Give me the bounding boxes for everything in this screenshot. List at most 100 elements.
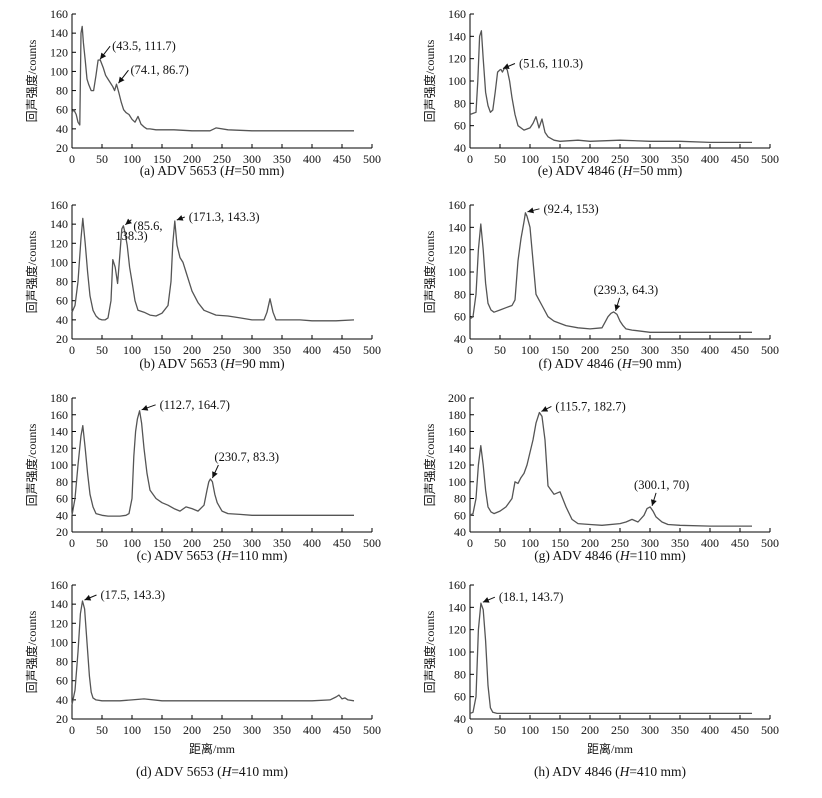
panel-b-y-tick-label: 120 — [50, 236, 68, 250]
panel-c-y-tick-label: 160 — [50, 408, 68, 422]
panel-a-annotation-label: (74.1, 86.7) — [130, 63, 188, 77]
panel-c-caption: (c) ADV 5653 (H=110 mm) — [137, 548, 288, 563]
panel-g-y-tick-label: 160 — [448, 425, 466, 439]
panel-e-x-tick-label: 400 — [701, 152, 719, 166]
panel-a-y-tick-label: 80 — [56, 84, 68, 98]
panel-a-x-tick-label: 450 — [333, 152, 351, 166]
panel-h-x-tick-label: 350 — [671, 723, 689, 737]
panel-h-y-tick-label: 60 — [454, 690, 466, 704]
panel-a-x-tick-label: 100 — [123, 152, 141, 166]
panel-d-annotation-arrowhead — [84, 594, 92, 601]
panel-d-y-tick-label: 20 — [56, 712, 68, 726]
panel-c-y-tick-label: 80 — [56, 475, 68, 489]
panel-c-caption-var: H — [220, 548, 232, 563]
panel-a-annotation-arrowhead — [118, 76, 125, 84]
panel-d-x-axis-label: 距离/mm — [189, 741, 236, 756]
panel-d-y-tick-label: 120 — [50, 616, 68, 630]
panel-h-caption-prefix: (h) ADV 4846 ( — [534, 764, 620, 779]
panel-d-y-tick-label: 40 — [56, 693, 68, 707]
panel-d-y-tick-label: 60 — [56, 674, 68, 688]
panel-a-x-tick-label: 350 — [273, 152, 291, 166]
panel-h-y-tick-label: 160 — [448, 578, 466, 592]
panel-h-x-tick-label: 300 — [641, 723, 659, 737]
panel-e-y-tick-label: 40 — [454, 141, 466, 155]
panel-g-x-tick-label: 200 — [581, 536, 599, 550]
panel-b-x-tick-label: 250 — [213, 343, 231, 357]
panel-a-x-tick-label: 150 — [153, 152, 171, 166]
panel-f-x-tick-label: 300 — [641, 343, 659, 357]
panel-a-y-tick-label: 60 — [56, 103, 68, 117]
panel-a-y-tick-label: 140 — [50, 26, 68, 40]
panel-f-annotation-arrowhead — [614, 304, 621, 311]
panel-f-y-tick-label: 80 — [454, 287, 466, 301]
panel-e-x-tick-label: 450 — [731, 152, 749, 166]
panel-d-y-tick-label: 100 — [50, 635, 68, 649]
panel-g-caption-prefix: (g) ADV 4846 ( — [534, 548, 620, 563]
panel-e-x-tick-label: 300 — [641, 152, 659, 166]
panel-h-y-tick-label: 120 — [448, 623, 466, 637]
panel-f-x-tick-label: 400 — [701, 343, 719, 357]
panel-d-x-tick-label: 50 — [96, 723, 108, 737]
panel-b-y-tick-label: 80 — [56, 275, 68, 289]
panel-e-annotation-arrowhead — [502, 63, 510, 69]
panel-g-y-tick-label: 200 — [448, 391, 466, 405]
panel-h-caption-var: H — [619, 764, 631, 779]
panel-f-caption-suffix: =90 mm) — [632, 356, 682, 371]
panel-g-y-tick-label: 100 — [448, 475, 466, 489]
panel-b-series-line — [71, 217, 355, 322]
panel-b-x-tick-label: 50 — [96, 343, 108, 357]
panel-g-annotation-label: (300.1, 70) — [634, 478, 689, 492]
panel-g-y-tick-label: 120 — [448, 458, 466, 472]
panel-g-caption: (g) ADV 4846 (H=110 mm) — [534, 548, 686, 563]
panel-d-x-tick-label: 250 — [213, 723, 231, 737]
panel-g-annotation-arrowhead — [541, 406, 549, 412]
panel-d-y-tick-label: 80 — [56, 655, 68, 669]
panel-h-x-tick-label: 450 — [731, 723, 749, 737]
panel-f-series-line — [469, 212, 752, 333]
panel-b-y-tick-label: 100 — [50, 255, 68, 269]
panel-b-y-tick-label: 160 — [50, 198, 68, 212]
panel-d-x-tick-label: 200 — [183, 723, 201, 737]
panel-g-y-tick-label: 40 — [454, 525, 466, 539]
panel-f-x-tick-label: 250 — [611, 343, 629, 357]
panel-f-x-tick-label: 450 — [731, 343, 749, 357]
panel-d-annotation-label: (17.5, 143.3) — [101, 588, 166, 602]
panel-g-annotation-label: (115.7, 182.7) — [555, 399, 625, 413]
panel-h-x-tick-label: 100 — [521, 723, 539, 737]
panel-g-y-axis-label: 回声强度/counts — [422, 423, 437, 506]
panel-g-y-tick-label: 60 — [454, 508, 466, 522]
panel-c-y-tick-label: 100 — [50, 458, 68, 472]
panel-d-caption: (d) ADV 5653 (H=410 mm) — [136, 764, 288, 779]
panel-d-y-tick-label: 160 — [50, 578, 68, 592]
panel-d-series-line — [71, 600, 355, 705]
panel-a-annotation-arrowhead — [100, 52, 107, 60]
panel-a-y-axis-label: 回声强度/counts — [24, 39, 39, 122]
panel-h-x-tick-label: 50 — [494, 723, 506, 737]
panel-b-y-tick-label: 20 — [56, 332, 68, 346]
panel-h-y-tick-label: 140 — [448, 600, 466, 614]
panel-e-y-tick-label: 60 — [454, 119, 466, 133]
panel-e-x-tick-label: 100 — [521, 152, 539, 166]
panel-a-y-tick-label: 40 — [56, 122, 68, 136]
panel-e-x-tick-label: 200 — [581, 152, 599, 166]
panel-h-annotation-label: (18.1, 143.7) — [499, 590, 564, 604]
panel-d-x-tick-label: 100 — [123, 723, 141, 737]
panel-c-y-axis-label: 回声强度/counts — [24, 423, 39, 506]
panel-d-x-tick-label: 300 — [243, 723, 261, 737]
panel-f-y-tick-label: 100 — [448, 265, 466, 279]
panel-f-annotation-label: (92.4, 153) — [543, 202, 598, 216]
panel-e-x-tick-label: 500 — [761, 152, 779, 166]
panel-f-x-tick-label: 500 — [761, 343, 779, 357]
panel-c-x-tick-label: 300 — [243, 536, 261, 550]
panel-e-x-tick-label: 0 — [467, 152, 473, 166]
panel-g-x-tick-label: 450 — [731, 536, 749, 550]
panel-b-y-axis-label: 回声强度/counts — [24, 230, 39, 313]
panel-f-y-tick-label: 40 — [454, 332, 466, 346]
panel-c-y-tick-label: 20 — [56, 525, 68, 539]
panel-b-x-tick-label: 400 — [303, 343, 321, 357]
panel-g-series-line — [469, 411, 752, 527]
panel-c-x-tick-label: 0 — [69, 536, 75, 550]
panel-a-caption-suffix: =50 mm) — [234, 163, 284, 178]
panel-f-y-tick-label: 60 — [454, 310, 466, 324]
panel-d-x-tick-label: 150 — [153, 723, 171, 737]
